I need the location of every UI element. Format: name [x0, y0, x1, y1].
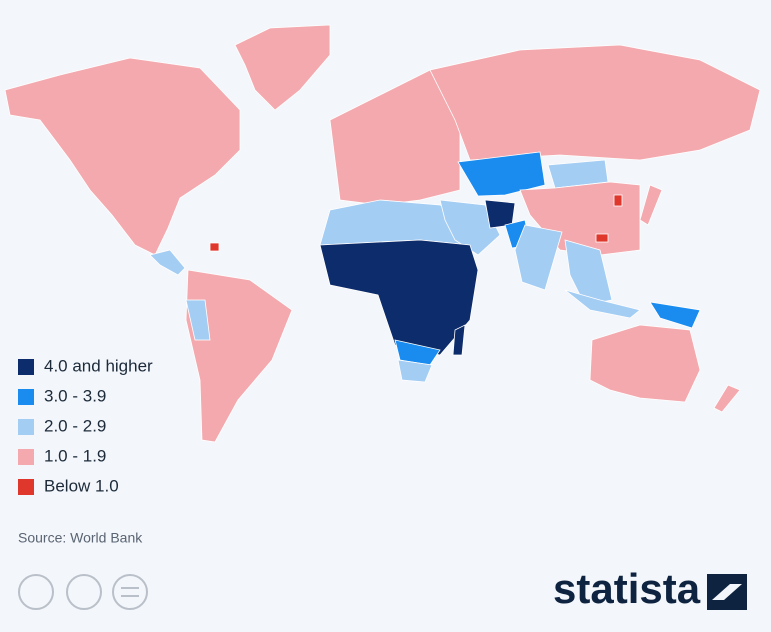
- australia: [589, 324, 701, 403]
- greenland: [234, 24, 331, 111]
- cc-icon: [18, 574, 54, 610]
- puerto-rico: [209, 242, 220, 252]
- papua-new-guinea: [649, 301, 701, 329]
- japan: [639, 184, 663, 226]
- hong-kong: [595, 233, 609, 243]
- legend-label: 1.0 - 1.9: [44, 446, 106, 465]
- legend-swatch: [18, 389, 34, 405]
- legend-swatch: [18, 479, 34, 495]
- legend-label: 2.0 - 2.9: [44, 416, 106, 435]
- new-zealand: [713, 384, 741, 413]
- korea: [613, 194, 623, 207]
- russia: [429, 44, 761, 161]
- south-america: [185, 269, 293, 443]
- brand-icon: [707, 574, 747, 610]
- source: Source: World Bank: [18, 530, 143, 546]
- europe: [329, 69, 461, 206]
- legend-swatch: [18, 359, 34, 375]
- middle-east: [439, 199, 501, 256]
- legend: 4.0 and higher 3.0 - 3.9 2.0 - 2.9 1.0 - 1.…: [18, 356, 153, 495]
- license-icons: [18, 574, 148, 610]
- world-map: [4, 24, 761, 443]
- north-america: [4, 57, 241, 256]
- nd-icon: [112, 574, 148, 610]
- india: [514, 224, 563, 291]
- brand-icon-slash: [712, 584, 742, 600]
- central-america: [149, 249, 186, 276]
- andes: [185, 299, 211, 341]
- legend-swatch: [18, 449, 34, 465]
- indonesia: [564, 289, 641, 319]
- legend-swatch: [18, 419, 34, 435]
- south-africa: [397, 359, 433, 383]
- by-icon: [66, 574, 102, 610]
- brand-logo: statista: [553, 565, 701, 612]
- madagascar: [452, 324, 466, 356]
- legend-label: Below 1.0: [44, 476, 119, 495]
- legend-label: 4.0 and higher: [44, 356, 153, 375]
- legend-label: 3.0 - 3.9: [44, 386, 106, 405]
